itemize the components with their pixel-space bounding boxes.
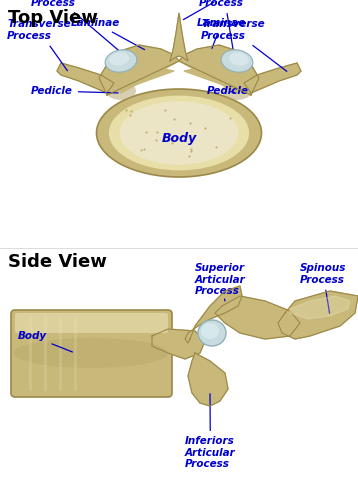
Ellipse shape [14,338,169,368]
Polygon shape [290,296,350,319]
Text: Side View: Side View [8,253,107,271]
Text: Pedicle: Pedicle [31,86,118,96]
Polygon shape [215,296,300,339]
Text: Articular
Process: Articular Process [31,0,122,53]
Text: Top View: Top View [8,9,98,27]
Ellipse shape [222,82,252,100]
Ellipse shape [109,96,249,170]
Polygon shape [152,329,205,359]
Ellipse shape [105,50,137,72]
Polygon shape [244,63,301,93]
Ellipse shape [109,53,129,66]
Text: Transverse
Process: Transverse Process [201,20,287,71]
Text: Body: Body [161,131,197,144]
Polygon shape [179,45,259,95]
Polygon shape [185,286,242,343]
FancyBboxPatch shape [15,313,168,333]
Text: Inferiors
Articular
Process: Inferiors Articular Process [185,394,236,469]
Text: Articular
Process: Articular Process [199,0,250,52]
Ellipse shape [106,82,136,100]
Polygon shape [99,45,179,95]
Ellipse shape [229,53,249,66]
Ellipse shape [221,50,253,72]
Text: Pedicle: Pedicle [207,86,249,96]
Text: Transverse
Process: Transverse Process [7,20,71,71]
Polygon shape [57,63,114,93]
Polygon shape [278,291,358,339]
Ellipse shape [198,320,226,346]
Text: Spinous
Process: Spinous Process [300,263,347,313]
Text: Spinous
Process: Spinous Process [183,0,263,20]
Text: Body: Body [18,331,72,352]
FancyBboxPatch shape [11,310,172,397]
Polygon shape [170,13,188,61]
Polygon shape [188,353,228,406]
Text: Laminae: Laminae [71,18,145,50]
Text: Laminae: Laminae [197,18,246,49]
Text: Superior
Articular
Process: Superior Articular Process [195,263,246,301]
Ellipse shape [201,323,219,339]
Ellipse shape [120,101,238,165]
Ellipse shape [97,89,261,177]
